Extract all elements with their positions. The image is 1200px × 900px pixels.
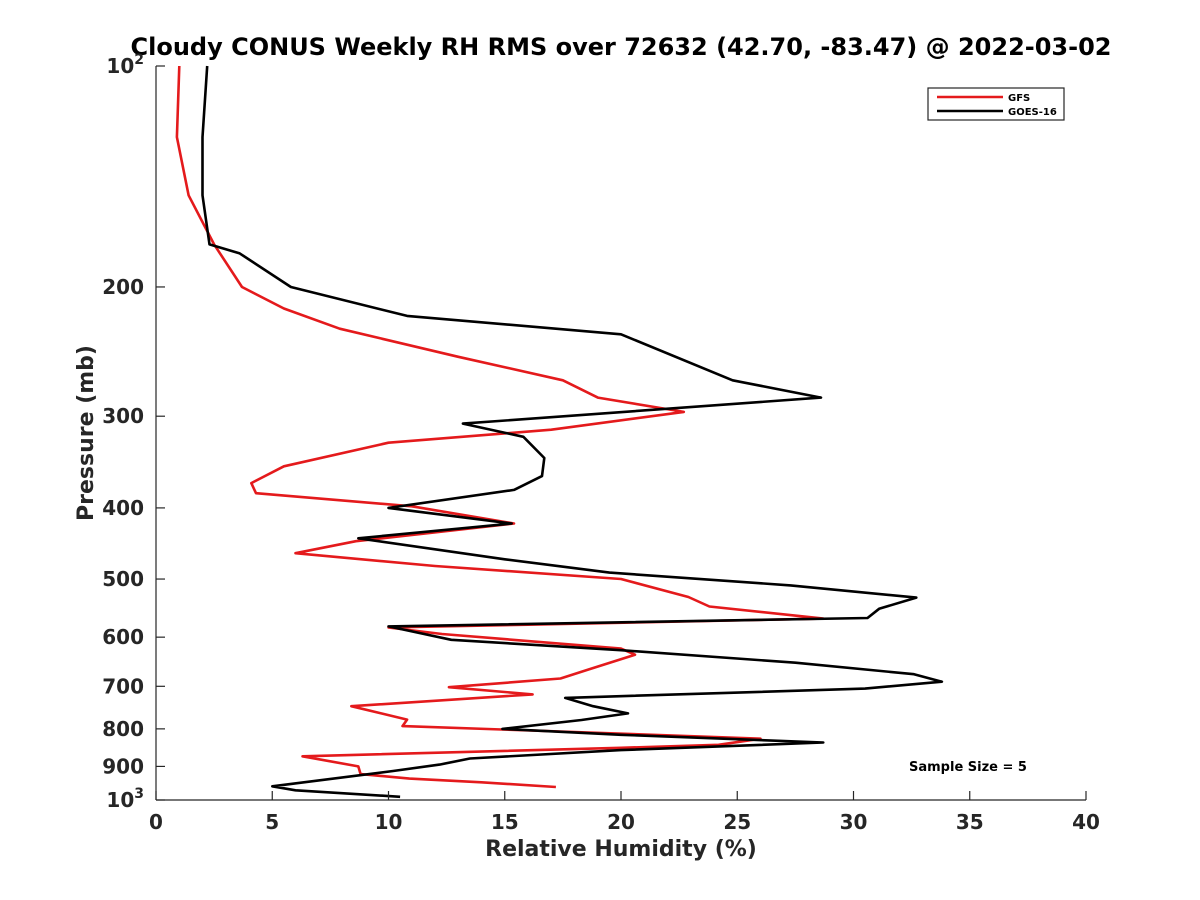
- x-tick-label: 15: [491, 810, 519, 834]
- y-tick-base: 10: [106, 788, 134, 812]
- y-tick-label: 700: [102, 674, 144, 698]
- x-tick-label: 20: [607, 810, 635, 834]
- plot-area: [156, 66, 1086, 800]
- y-tick-label: 800: [102, 717, 144, 741]
- x-tick-label: 35: [956, 810, 984, 834]
- chart-title: Cloudy CONUS Weekly RH RMS over 72632 (4…: [131, 33, 1112, 61]
- y-tick-label: 300: [102, 404, 144, 428]
- y-axis-label: Pressure (mb): [74, 345, 99, 521]
- x-axis-label: Relative Humidity (%): [485, 837, 757, 862]
- legend: GFS GOES-16: [927, 87, 1065, 121]
- x-tick-label: 40: [1072, 810, 1100, 834]
- sample-size-annotation: Sample Size = 5: [909, 760, 1027, 775]
- x-tick-label: 5: [265, 810, 279, 834]
- x-tick-label: 10: [375, 810, 403, 834]
- legend-label: GFS: [1008, 93, 1030, 104]
- series-layer: [175, 65, 944, 799]
- y-tick-base: 10: [106, 54, 134, 78]
- y-tick-label: 102: [106, 52, 144, 78]
- y-tick-label: 200: [102, 275, 144, 299]
- x-tick-label: 0: [149, 810, 163, 834]
- y-tick-exponent: 2: [134, 52, 144, 68]
- y-tick-exponent: 3: [134, 786, 144, 802]
- legend-box: [927, 87, 1065, 121]
- y-tick-label: 500: [102, 567, 144, 591]
- series-line-goes-16: [201, 65, 944, 799]
- x-tick-label: 25: [723, 810, 751, 834]
- legend-label: GOES-16: [1008, 107, 1057, 118]
- y-tick-label: 600: [102, 625, 144, 649]
- y-tick-label: 103: [106, 786, 144, 812]
- y-tick-label: 400: [102, 496, 144, 520]
- y-tick-label: 900: [102, 754, 144, 778]
- x-axis-ticks: 0 5 10 15 20 25 30 35 40: [149, 791, 1100, 834]
- x-tick-label: 30: [840, 810, 868, 834]
